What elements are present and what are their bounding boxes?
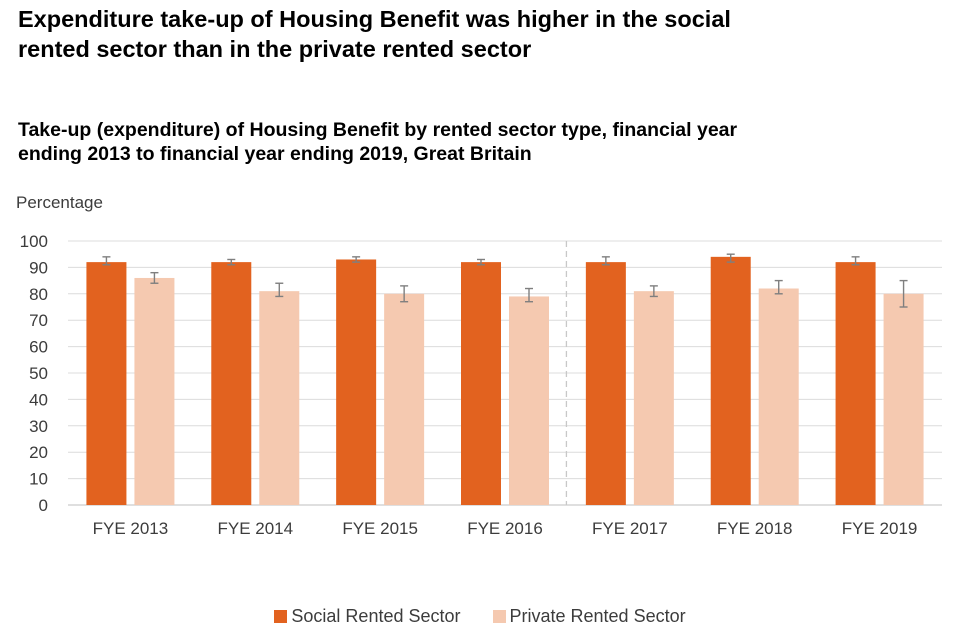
error-bar-private bbox=[400, 285, 409, 303]
x-tick-label: FYE 2017 bbox=[592, 519, 668, 538]
tick-labels: 0 10 20 30 40 50 60 70 80 90 100 FYE 2013 FYE 2014 FY… bbox=[20, 232, 918, 538]
y-tick-label-100: 100 bbox=[20, 232, 48, 251]
y-tick-label-50: 50 bbox=[29, 364, 48, 383]
bar-private bbox=[134, 277, 175, 505]
bar-social bbox=[336, 259, 377, 505]
y-tick-label-60: 60 bbox=[29, 338, 48, 357]
y-tick-label-30: 30 bbox=[29, 417, 48, 436]
headline: Expenditure take-up of Housing Benefit w… bbox=[18, 6, 731, 62]
legend-item-private[interactable]: Private Rented Sector bbox=[492, 606, 686, 627]
bar-private bbox=[883, 293, 924, 505]
error-bar-social bbox=[227, 258, 236, 266]
bar-social bbox=[211, 262, 252, 505]
bar-private bbox=[758, 288, 799, 505]
error-bar-social bbox=[726, 253, 735, 263]
bar-social bbox=[710, 256, 751, 505]
legend-item-social[interactable]: Social Rented Sector bbox=[274, 606, 461, 627]
y-tick-label-20: 20 bbox=[29, 443, 48, 462]
error-bar-social bbox=[477, 258, 485, 266]
error-bar-private bbox=[275, 282, 284, 298]
error-bar-private bbox=[150, 271, 159, 284]
legend-label-private: Private Rented Sector bbox=[509, 606, 686, 626]
error-bars bbox=[102, 253, 908, 308]
y-tick-label-70: 70 bbox=[29, 311, 48, 330]
error-bar-social bbox=[601, 256, 610, 266]
x-tick-label: FYE 2014 bbox=[217, 519, 293, 538]
y-axis-unit-label: Percentage bbox=[16, 193, 103, 212]
bar-social bbox=[835, 262, 876, 505]
bar-social bbox=[86, 262, 127, 505]
y-tick-label-0: 0 bbox=[39, 496, 48, 515]
x-tick-label: FYE 2013 bbox=[93, 519, 169, 538]
chart-title: Take-up (expenditure) of Housing Benefit… bbox=[18, 119, 738, 165]
bar-social bbox=[461, 262, 501, 505]
bar-chart: 0 10 20 30 40 50 60 70 80 90 100 FYE 2013 FYE 2014 FY… bbox=[20, 232, 942, 538]
y-tick-label-40: 40 bbox=[29, 390, 48, 409]
x-tick-label: FYE 2015 bbox=[342, 519, 418, 538]
error-bar-private bbox=[899, 279, 908, 308]
x-tick-label: FYE 2019 bbox=[842, 519, 918, 538]
error-bar-private bbox=[649, 285, 658, 298]
error-bar-social bbox=[851, 256, 860, 266]
y-tick-label-80: 80 bbox=[29, 285, 48, 304]
error-bar-social bbox=[102, 256, 111, 266]
bar-private bbox=[633, 291, 674, 505]
bar-private bbox=[259, 291, 300, 505]
legend-label-social: Social Rented Sector bbox=[291, 606, 461, 626]
y-tick-label-90: 90 bbox=[29, 258, 48, 277]
x-tick-label: FYE 2016 bbox=[467, 519, 543, 538]
error-bar-private bbox=[525, 287, 533, 303]
x-tick-label: FYE 2018 bbox=[717, 519, 793, 538]
error-bar-private bbox=[774, 279, 783, 295]
bar-private bbox=[384, 293, 425, 505]
y-tick-label-10: 10 bbox=[29, 470, 48, 489]
gridlines bbox=[68, 240, 942, 506]
bars bbox=[86, 256, 924, 505]
legend: Social Rented Sector Private Rented Sect… bbox=[0, 606, 960, 627]
legend-swatch-private bbox=[492, 610, 506, 623]
bar-private bbox=[509, 296, 549, 505]
error-bar-social bbox=[352, 256, 361, 263]
bar-social bbox=[585, 262, 626, 505]
legend-swatch-social bbox=[274, 610, 288, 623]
